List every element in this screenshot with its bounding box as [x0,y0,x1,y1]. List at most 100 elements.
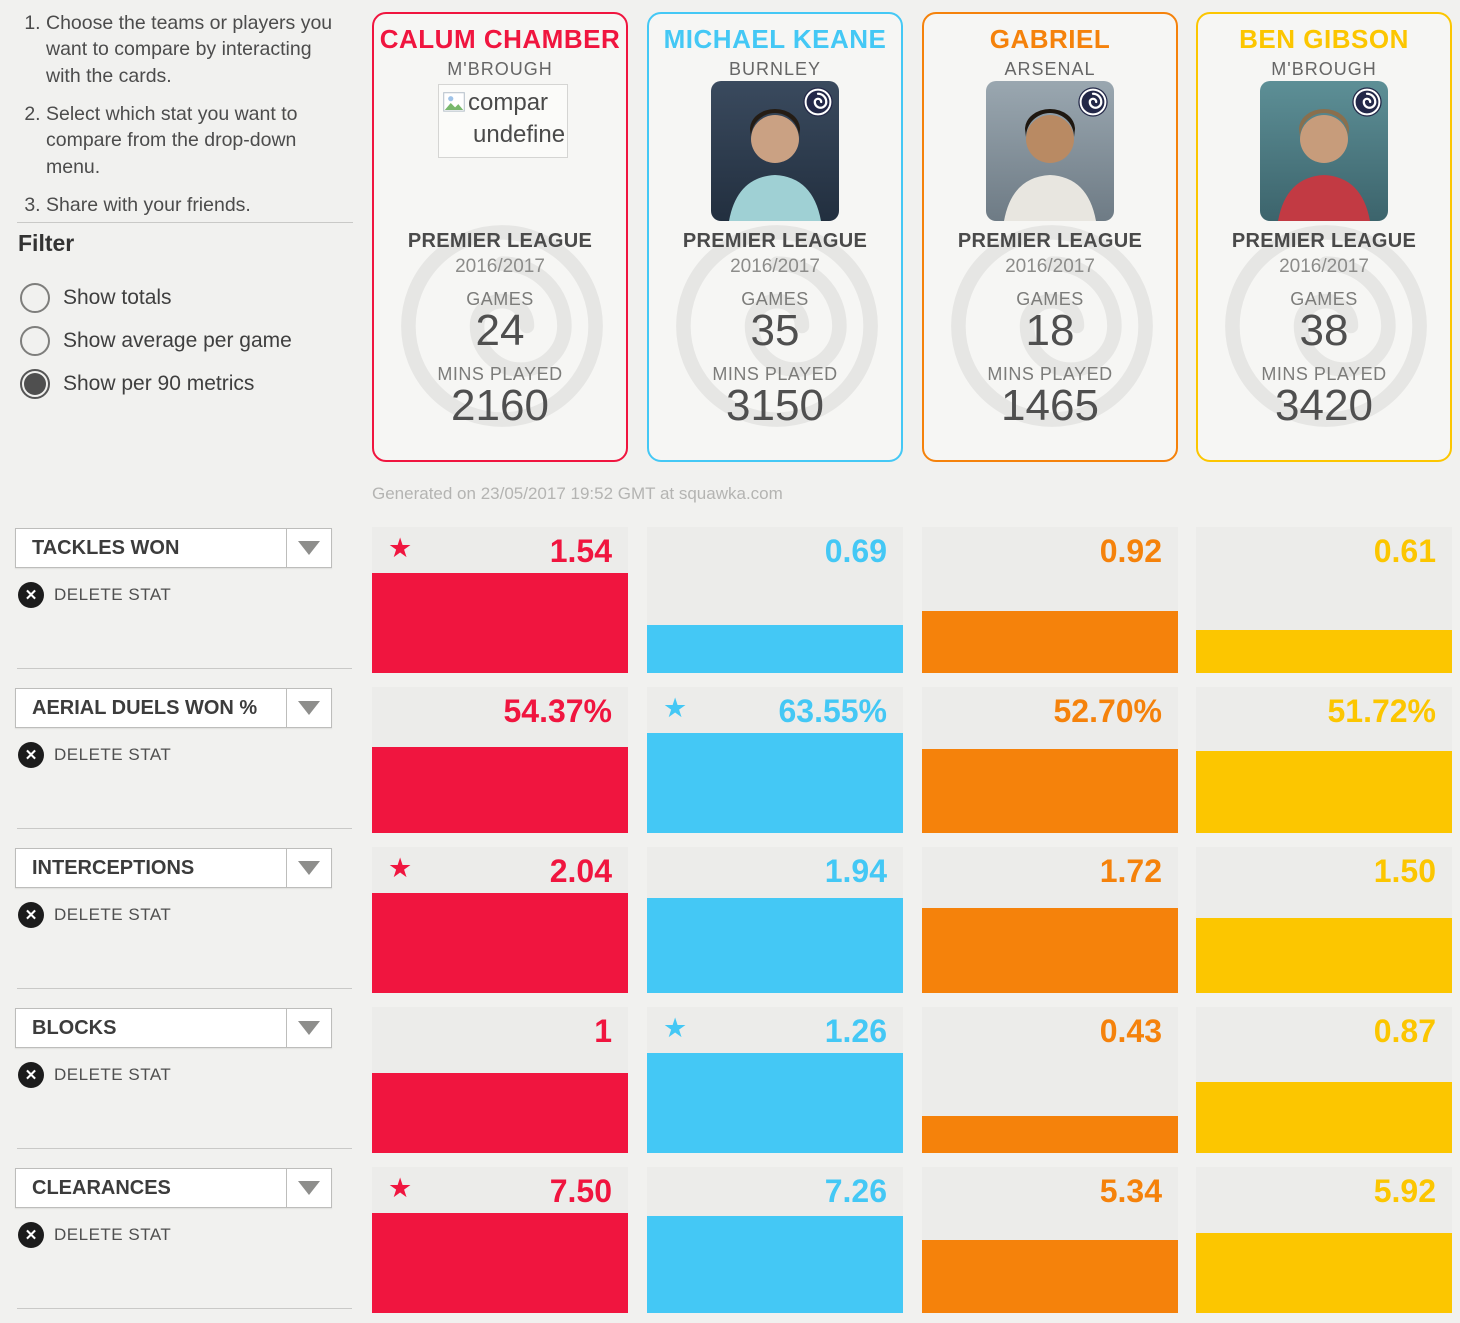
stat-bar [372,1073,628,1153]
instruction-item: Choose the teams or players you want to … [46,10,346,89]
stat-dropdown-clearances[interactable]: CLEARANCES [15,1168,332,1208]
best-stat-star-icon: ★ [388,1173,413,1203]
squawka-badge-icon [1352,87,1382,117]
radio-show-totals[interactable]: Show totals [20,283,172,313]
row-divider [17,1308,352,1309]
stat-dropdown-arrow[interactable] [286,1169,331,1207]
stat-dropdown-blocks[interactable]: BLOCKS [15,1008,332,1048]
mins-played-value: 3420 [1275,381,1373,430]
stat-value: 0.43 [1099,1013,1162,1049]
stat-bar [372,573,628,673]
stat-bar [1196,918,1452,993]
player-card-3[interactable]: GABRIEL ARSENAL PREMIER LEAGUE 2016/2017 GAM… [922,12,1178,462]
chevron-down-icon [298,1021,320,1035]
stat-dropdown-arrow[interactable] [286,1009,331,1047]
stat-cell-aerial-duels-won-player-3: 52.70% [922,687,1178,833]
stat-value: 1.54 [549,533,612,569]
stat-dropdown-tackles-won[interactable]: TACKLES WON [15,528,332,568]
mins-played-value: 2160 [451,381,549,430]
stat-value: 1.94 [824,853,887,889]
stat-bar [922,908,1178,993]
delete-stat-button-clearances[interactable]: ✕ DELETE STAT [18,1222,171,1248]
delete-stat-button-aerial-duels-won[interactable]: ✕ DELETE STAT [18,742,171,768]
delete-stat-button-interceptions[interactable]: ✕ DELETE STAT [18,902,171,928]
games-value: 24 [475,306,525,355]
league-label: PREMIER LEAGUE [407,230,593,252]
league-label: PREMIER LEAGUE [682,230,868,252]
stat-dropdown-arrow[interactable] [286,849,331,887]
player-name: CALUM CHAMBER [379,24,621,54]
player-team: M'BROUGH [1271,59,1377,79]
player-card-2[interactable]: MICHAEL KEANE BURNLEY PREMIER LEAGUE 2016/2… [647,12,903,462]
stat-cell-tackles-won-player-3: 0.92 [922,527,1178,673]
stat-bar [922,1240,1178,1313]
filter-title: Filter [18,230,75,256]
stat-dropdown-aerial-duels-won[interactable]: AERIAL DUELS WON % [15,688,332,728]
season-label: 2016/2017 [1005,256,1095,277]
stat-cell-interceptions-player-1: ★ 2.04 [372,847,628,993]
mins-played-label: MINS PLAYED [437,364,563,384]
watermark-logo-icon [951,225,1153,427]
generated-timestamp: Generated on 23/05/2017 19:52 GMT at squ… [372,484,783,503]
stat-bar [1196,1082,1452,1153]
stat-value: 51.72% [1327,693,1436,729]
stat-bar [1196,630,1452,673]
stat-bar [1196,1233,1452,1313]
delete-stat-label: DELETE STAT [54,1065,172,1084]
delete-stat-button-blocks[interactable]: ✕ DELETE STAT [18,1062,171,1088]
stat-value: 0.69 [824,533,887,569]
stat-dropdown-arrow[interactable] [286,529,331,567]
delete-stat-label: DELETE STAT [54,745,172,764]
stat-value: 1.72 [1099,853,1162,889]
radio-circle-icon[interactable] [20,283,50,313]
delete-stat-label: DELETE STAT [54,585,172,604]
delete-stat-label: DELETE STAT [54,905,172,924]
stat-cell-blocks-player-2: ★ 1.26 [647,1007,903,1153]
stat-bar [922,1116,1178,1153]
mins-played-value: 3150 [726,381,824,430]
league-label: PREMIER LEAGUE [957,230,1143,252]
instructions-list: Choose the teams or players you want to … [0,10,346,218]
delete-stat-label: DELETE STAT [54,1225,172,1244]
games-label: GAMES [466,289,534,309]
radio-show-per-90-metrics[interactable]: Show per 90 metrics [20,369,254,399]
delete-x-icon: ✕ [18,742,44,768]
stat-cell-interceptions-player-3: 1.72 [922,847,1178,993]
watermark-logo-icon [1225,225,1427,427]
stat-dropdown-arrow[interactable] [286,689,331,727]
squawka-badge-icon [1078,87,1108,117]
season-label: 2016/2017 [1279,256,1369,277]
player-name: BEN GIBSON [1239,24,1409,54]
games-label: GAMES [1290,289,1358,309]
best-stat-star-icon: ★ [663,1013,688,1043]
radio-label: Show totals [63,286,172,309]
player-card-4[interactable]: BEN GIBSON M'BROUGH PREMIER LEAGUE 2016/201… [1196,12,1452,462]
stat-dropdown-interceptions[interactable]: INTERCEPTIONS [15,848,332,888]
row-divider [17,1148,352,1149]
radio-label: Show average per game [63,329,292,352]
delete-x-icon: ✕ [18,1062,44,1088]
season-label: 2016/2017 [730,256,820,277]
stat-value: 7.26 [824,1173,887,1209]
radio-show-average-per-game[interactable]: Show average per game [20,326,292,356]
stat-cell-interceptions-player-4: 1.50 [1196,847,1452,993]
player-photo-image [986,81,1114,221]
player-card-1[interactable]: CALUM CHAMBER M'BROUGH compar undefine PREMI… [372,12,628,462]
stat-dropdown-value: TACKLES WON [32,537,180,559]
delete-stat-button-tackles-won[interactable]: ✕ DELETE STAT [18,582,171,608]
stat-cell-tackles-won-player-2: 0.69 [647,527,903,673]
chevron-down-icon [298,861,320,875]
row-divider [17,988,352,989]
stat-dropdown-value: AERIAL DUELS WON % [32,697,258,719]
watermark-logo-icon [401,225,603,427]
stat-value: 63.55% [778,693,887,729]
games-value: 18 [1025,306,1075,355]
stat-value: 1.50 [1373,853,1436,889]
games-value: 35 [750,306,800,355]
radio-label: Show per 90 metrics [63,372,255,395]
stat-value: 5.34 [1099,1173,1162,1209]
radio-circle-icon[interactable] [20,369,50,399]
radio-circle-icon[interactable] [20,326,50,356]
mins-played-value: 1465 [1001,381,1099,430]
